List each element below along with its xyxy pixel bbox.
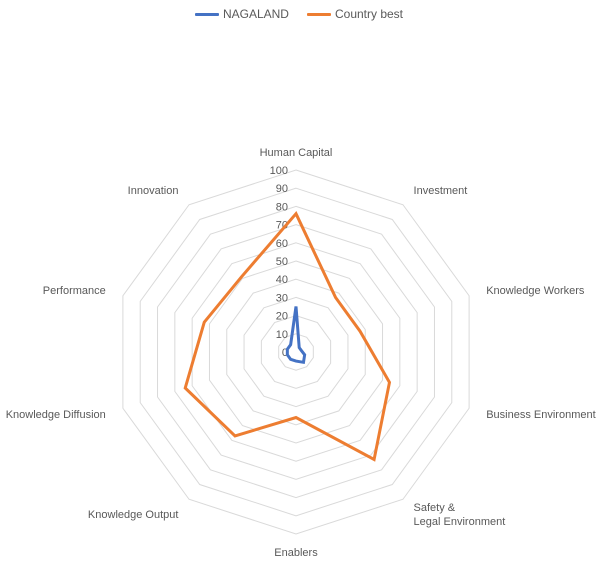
legend-item-nagaland: NAGALAND bbox=[194, 7, 289, 21]
tick-label-100: 100 bbox=[270, 165, 288, 177]
grid-ring-70 bbox=[174, 224, 418, 480]
tick-label-10: 10 bbox=[276, 329, 288, 341]
legend-item-country-best: Country best bbox=[306, 7, 404, 21]
grid-ring-10 bbox=[278, 333, 314, 371]
category-label-knowledge-diffusion: Knowledge Diffusion bbox=[6, 409, 106, 421]
tick-label-20: 20 bbox=[276, 311, 288, 323]
category-label-business-environment: Business Environment bbox=[486, 409, 595, 421]
grid-ring-20 bbox=[260, 315, 332, 389]
legend: NAGALAND Country best bbox=[0, 7, 598, 21]
grid-ring-60 bbox=[191, 242, 401, 462]
category-label-knowledge-output: Knowledge Output bbox=[88, 509, 179, 521]
category-label-knowledge-workers: Knowledge Workers bbox=[486, 285, 585, 297]
tick-label-40: 40 bbox=[276, 274, 288, 286]
grid-ring-30 bbox=[243, 296, 349, 408]
tick-label-90: 90 bbox=[276, 183, 288, 195]
tick-label-50: 50 bbox=[276, 256, 288, 268]
category-label-enablers: Enablers bbox=[274, 547, 318, 559]
tick-label-60: 60 bbox=[276, 238, 288, 250]
tick-label-0: 0 bbox=[282, 347, 288, 359]
grid-ring-40 bbox=[226, 278, 366, 426]
category-label-innovation: Innovation bbox=[128, 185, 179, 197]
grid-ring-100 bbox=[122, 169, 470, 535]
category-label-performance: Performance bbox=[43, 285, 106, 297]
series-line-nagaland bbox=[285, 306, 307, 365]
legend-swatch-country-best bbox=[306, 12, 331, 16]
legend-label-country-best: Country best bbox=[334, 7, 404, 21]
category-label-human-capital: Human Capital bbox=[260, 147, 333, 159]
tick-label-30: 30 bbox=[276, 292, 288, 304]
category-label-investment: Investment bbox=[414, 185, 468, 197]
legend-swatch-nagaland bbox=[194, 12, 219, 16]
tick-label-80: 80 bbox=[276, 201, 288, 213]
legend-label-nagaland: NAGALAND bbox=[222, 7, 289, 21]
grid-ring-90 bbox=[139, 187, 453, 517]
grid-ring-80 bbox=[157, 205, 435, 499]
category-label-safety-legal-environment: Safety & Legal Environment bbox=[414, 502, 506, 528]
grid-ring-50 bbox=[208, 260, 384, 444]
